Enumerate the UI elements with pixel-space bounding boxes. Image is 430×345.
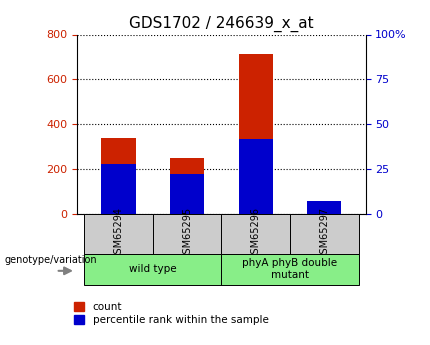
- Title: GDS1702 / 246639_x_at: GDS1702 / 246639_x_at: [129, 16, 314, 32]
- Text: genotype/variation: genotype/variation: [4, 256, 97, 265]
- Bar: [170, 158, 204, 214]
- Bar: [84, 254, 221, 285]
- Text: wild type: wild type: [129, 264, 177, 274]
- Bar: [101, 164, 136, 214]
- Bar: [290, 214, 359, 254]
- Legend: count, percentile rank within the sample: count, percentile rank within the sample: [74, 302, 269, 325]
- Text: GSM65297: GSM65297: [319, 207, 329, 260]
- Bar: [153, 214, 221, 254]
- Bar: [307, 201, 341, 214]
- Text: phyA phyB double
mutant: phyA phyB double mutant: [243, 258, 338, 280]
- Bar: [84, 214, 153, 254]
- Bar: [101, 138, 136, 214]
- Bar: [239, 53, 273, 214]
- Bar: [239, 139, 273, 214]
- Bar: [307, 207, 341, 214]
- Text: GSM65296: GSM65296: [251, 207, 261, 260]
- Bar: [170, 175, 204, 214]
- Text: GSM65294: GSM65294: [114, 207, 123, 260]
- Bar: [221, 214, 290, 254]
- Bar: [221, 254, 359, 285]
- Text: GSM65295: GSM65295: [182, 207, 192, 260]
